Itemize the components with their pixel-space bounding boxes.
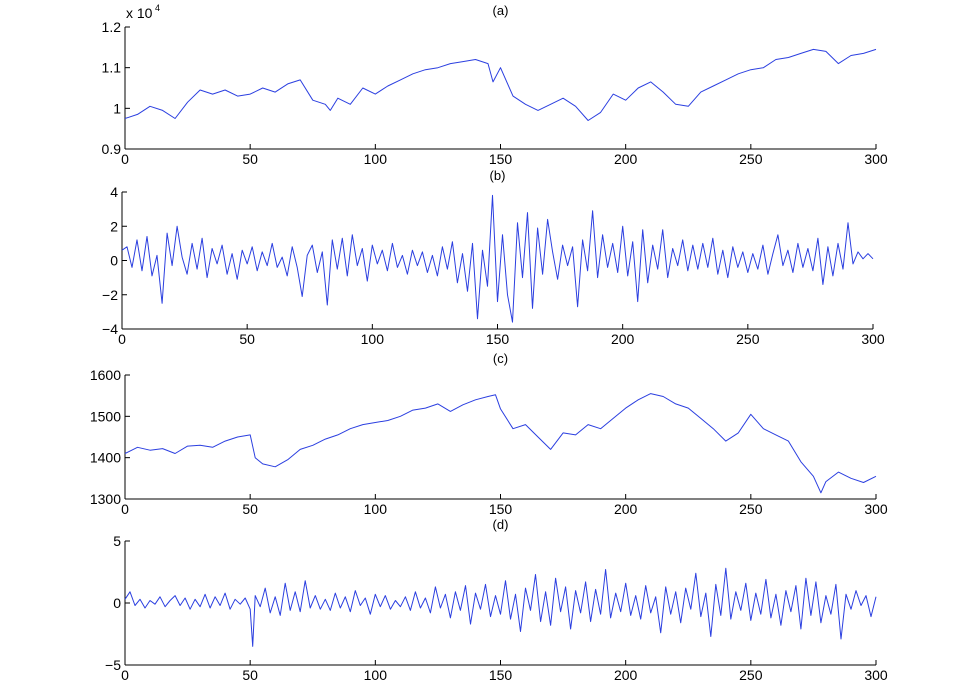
panel-3: (c) 0 50 100 150 200 250 300 1300 1400 1500 1600 xyxy=(90,351,888,517)
y-tick-label: 1600 xyxy=(90,367,121,383)
x-tick-label: 100 xyxy=(361,331,385,347)
x-tick-label: 250 xyxy=(739,151,763,167)
y-tick-label: 0 xyxy=(113,595,121,611)
y-tick-label: 1.1 xyxy=(102,60,122,76)
x-tick-label: 50 xyxy=(242,151,258,167)
panel-title: (a) xyxy=(493,3,509,18)
series-line xyxy=(124,393,877,494)
x-tick-label: 50 xyxy=(242,501,258,517)
x-tick-label: 250 xyxy=(736,331,760,347)
y-tick-label: 1500 xyxy=(90,408,121,424)
x-tick-label: 150 xyxy=(489,501,513,517)
x-tick-label: 250 xyxy=(739,501,763,517)
y-tick-label: 4 xyxy=(110,184,118,200)
x-tick-label: 300 xyxy=(861,331,885,347)
x-tick-label: 0 xyxy=(118,331,126,347)
y-tick-label: −2 xyxy=(102,287,118,303)
y-tick-label: 2 xyxy=(110,218,118,234)
x-tick-label: 100 xyxy=(364,667,388,683)
panel-2: (b) 0 50 100 150 200 250 300 −4 −2 0 2 4 xyxy=(102,168,885,347)
y-tick-label: 1400 xyxy=(90,450,121,466)
x-tick-label: 150 xyxy=(486,331,510,347)
x-tick-label: 50 xyxy=(239,331,255,347)
panel-1: (a) 0 50 100 150 200 250 300 0.9 1 1.1 1.2x 10 4 xyxy=(102,3,888,167)
y-tick-label: 0.9 xyxy=(102,141,122,157)
y-tick-label: 1 xyxy=(113,100,121,116)
y-tick-label: −4 xyxy=(102,321,118,337)
y-tick-label: 1.2 xyxy=(102,19,122,35)
axis-exponent-power: 4 xyxy=(155,3,160,13)
x-tick-label: 300 xyxy=(864,151,888,167)
x-tick-label: 200 xyxy=(614,667,638,683)
x-tick-label: 150 xyxy=(489,667,513,683)
x-tick-label: 100 xyxy=(364,501,388,517)
y-tick-label: 0 xyxy=(110,253,118,269)
x-tick-label: 100 xyxy=(364,151,388,167)
x-tick-label: 0 xyxy=(121,151,129,167)
panel-title: (d) xyxy=(493,517,509,532)
panel-4: (d)0 50 100 150 200 250 300−505 xyxy=(105,517,888,683)
x-tick-label: 200 xyxy=(614,151,638,167)
series-line xyxy=(124,48,877,121)
x-tick-label: 150 xyxy=(489,151,513,167)
axis-exponent-label: x 10 xyxy=(126,5,153,21)
x-tick-label: 0 xyxy=(121,501,129,517)
x-tick-label: 250 xyxy=(739,667,763,683)
y-tick-label: 5 xyxy=(113,533,121,549)
series-line xyxy=(121,194,874,323)
x-tick-label: 50 xyxy=(242,667,258,683)
x-tick-label: 200 xyxy=(611,331,635,347)
y-tick-label: −5 xyxy=(105,657,121,673)
x-tick-label: 200 xyxy=(614,501,638,517)
x-tick-label: 0 xyxy=(121,667,129,683)
x-tick-label: 300 xyxy=(864,501,888,517)
panel-title: (c) xyxy=(493,351,508,366)
x-tick-label: 300 xyxy=(864,667,888,683)
panel-title: (b) xyxy=(490,168,506,183)
series-line xyxy=(124,567,877,647)
y-tick-label: 1300 xyxy=(90,491,121,507)
